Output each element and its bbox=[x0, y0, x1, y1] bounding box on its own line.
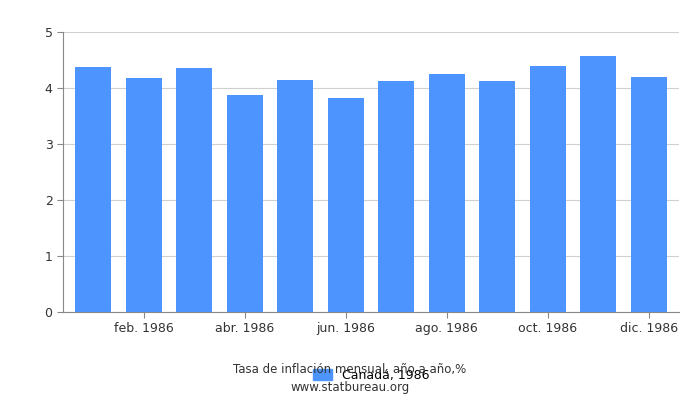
Bar bbox=[176, 68, 213, 312]
Text: Tasa de inflación mensual, año a año,%: Tasa de inflación mensual, año a año,% bbox=[233, 364, 467, 376]
Bar bbox=[631, 77, 667, 312]
Bar bbox=[580, 56, 617, 312]
Bar bbox=[227, 95, 263, 312]
Bar bbox=[125, 78, 162, 312]
Bar bbox=[328, 98, 364, 312]
Bar bbox=[479, 81, 515, 312]
Legend: Canadá, 1986: Canadá, 1986 bbox=[313, 369, 429, 382]
Bar bbox=[428, 74, 465, 312]
Text: www.statbureau.org: www.statbureau.org bbox=[290, 382, 410, 394]
Bar bbox=[378, 81, 414, 312]
Bar bbox=[75, 67, 111, 312]
Bar bbox=[277, 80, 314, 312]
Bar bbox=[529, 66, 566, 312]
